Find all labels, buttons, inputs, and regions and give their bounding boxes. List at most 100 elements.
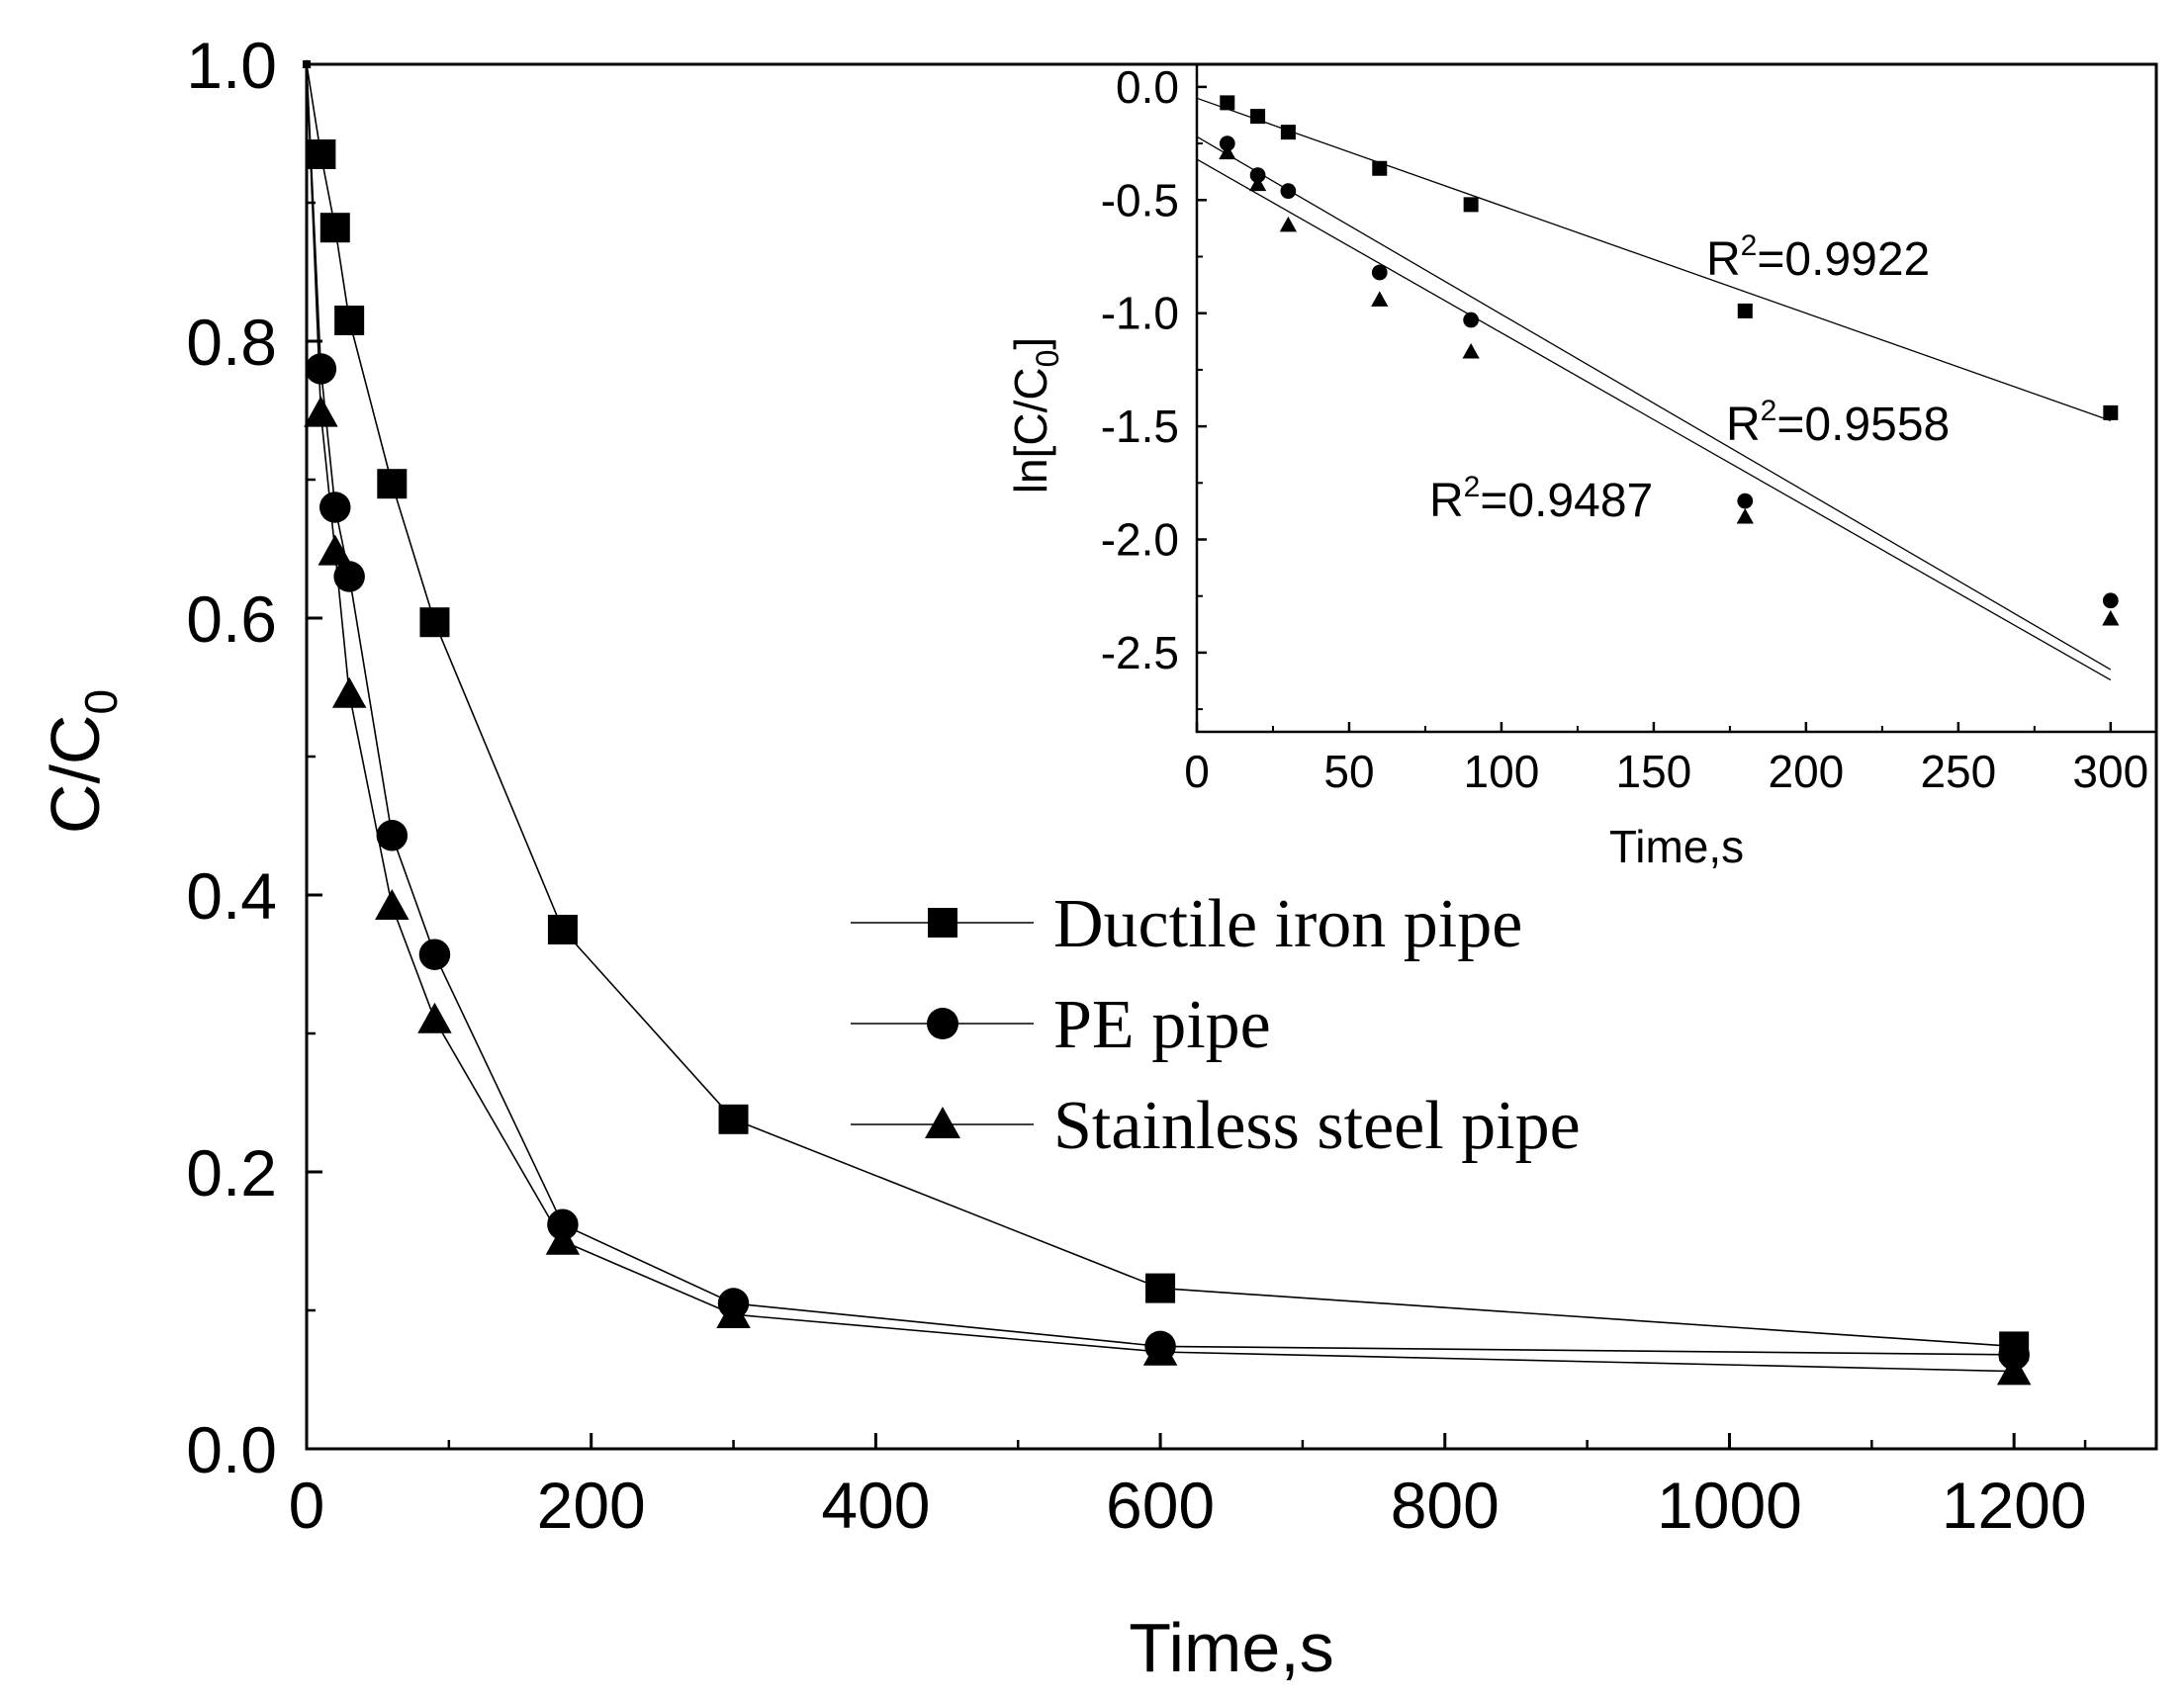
inset-y-tick-label: -2.5 [1101,627,1179,678]
inset-x-tick-label: 100 [1464,746,1540,797]
inset-point-pe-pipe [1737,492,1754,509]
inset-series-markers [1219,95,2120,626]
inset-point-ductile-iron-pipe [1737,303,1753,318]
r2-annotation-pe: R2=0.9558 [1726,395,1950,451]
main-x-tick-label: 400 [821,1469,930,1542]
main-chart: 0 200 400 600 800 1000 12000.00.20.40.60.81.0 … [37,29,2158,1686]
inset-x-tick-label: 150 [1616,746,1692,797]
inset-point-stainless-steel-pipe [2102,609,2120,626]
main-y-tick-label: 0.0 [186,1413,277,1486]
inset-point-pe-pipe [1371,264,1388,281]
inset-x-tick-label: 300 [2072,746,2148,797]
point-stainless-steel-pipe [304,396,338,427]
line-stainless-steel-pipe [306,63,2015,1373]
main-y-axis-label-main: C/C [37,715,114,835]
main-y-tick-label: 0.6 [186,582,277,656]
point-stainless-steel-pipe [417,1002,452,1033]
point-ductile-iron-pipe [419,607,450,638]
inset-point-ductile-iron-pipe [1250,109,1266,125]
inset-fit-lines [1196,97,2112,681]
inset-x-tick-label: 0 [1184,746,1210,797]
inset-x-tick-label: 200 [1768,746,1844,797]
legend-label-stainless: Stainless steel pipe [1053,1088,1581,1164]
inset-plot-frame [1195,62,2158,734]
inset-point-stainless-steel-pipe [1462,342,1480,359]
main-x-tick-label: 600 [1106,1469,1215,1542]
line-pe-pipe [306,63,2015,1356]
inset-y-tick-label: -2.0 [1101,514,1179,566]
r2-pe-base: R [1726,399,1761,451]
inset-axis-ticks: 0 50 100 150 200 250 300 0.0 -0.5 -1.0 -1.5 -2.0 -2.… [1101,61,2148,797]
legend-square-marker [928,908,957,938]
main-x-tick-label: 200 [537,1469,646,1542]
main-y-tick-label: 0.4 [186,859,277,933]
inset-point-pe-pipe [2102,592,2119,609]
fit-line-stainless-steel-pipe [1196,158,2112,681]
inset-point-ductile-iron-pipe [1372,160,1388,176]
inset-y-tick-label: -0.5 [1101,174,1179,225]
main-x-tick-label: 1000 [1657,1469,1802,1542]
inset-point-stainless-steel-pipe [1736,508,1754,524]
inset-y-axis-label-sub: 0 [1030,350,1065,368]
main-x-tick-label: 0 [289,1469,325,1542]
main-series-lines [306,63,2015,1373]
inset-x-tick-label: 50 [1323,746,1374,797]
inset-y-axis-label-main: ln[C/C [1005,367,1056,493]
point-stainless-steel-pipe [331,676,367,708]
legend: Ductile iron pipe PE pipe Stainless stee… [851,886,1581,1164]
legend-label-pe: PE pipe [1053,987,1271,1063]
inset-y-tick-label: -1.0 [1101,288,1179,339]
legend-triangle-marker [925,1107,960,1138]
point-pe-pipe [333,561,365,592]
point-pe-pipe [305,353,337,385]
fit-line-ductile-iron-pipe [1196,97,2112,421]
r2-stainless-sup: 2 [1464,471,1481,503]
point-stainless-steel-pipe [1996,1354,2032,1386]
r2-annotation-stainless: R2=0.9487 [1429,471,1653,527]
inset-chart: 0 50 100 150 200 250 300 0.0 -0.5 -1.0 -1.5 -2.0 -2.… [1005,61,2158,872]
r2-stainless-value: =0.9487 [1480,475,1653,527]
point-stainless-steel-pipe [375,888,410,920]
inset-y-tick-label: 0.0 [1116,61,1179,113]
main-y-axis-label-sub: 0 [75,689,127,715]
r2-ductile-base: R [1706,233,1741,286]
r2-ductile-value: =0.9922 [1757,233,1930,286]
inset-y-axis-label: ln[C/C0] [1005,337,1065,493]
inset-y-tick-label: -1.5 [1101,401,1179,452]
point-pe-pipe [376,820,409,851]
point-pe-pipe [418,939,451,970]
main-y-tick-label: 0.2 [186,1136,277,1209]
point-ductile-iron-pipe [718,1104,749,1134]
inset-point-stainless-steel-pipe [1219,143,1236,160]
point-stainless-steel-pipe [318,534,353,566]
r2-pe-value: =0.9558 [1776,399,1950,451]
inset-point-stainless-steel-pipe [1279,216,1298,232]
r2-stainless-base: R [1429,475,1464,527]
r2-annotation-ductile: R2=0.9922 [1706,229,1930,286]
point-stainless-steel-pipe [1142,1334,1178,1366]
line-ductile-iron-pipe [306,63,2015,1348]
inset-point-stainless-steel-pipe [1248,175,1267,192]
inset-point-pe-pipe [1280,183,1297,200]
main-x-axis-label: Time,s [1129,1609,1333,1686]
point-pe-pipe [319,492,351,523]
fit-line-pe-pipe [1196,135,2112,671]
main-y-axis-label: C/C0 [37,689,127,834]
point-ductile-iron-pipe [377,469,408,499]
inset-point-ductile-iron-pipe [1463,197,1479,213]
inset-point-ductile-iron-pipe [1220,95,1235,111]
point-ductile-iron-pipe [547,915,578,944]
main-x-tick-label: 800 [1391,1469,1500,1542]
inset-point-pe-pipe [1463,312,1480,328]
r2-pe-sup: 2 [1761,395,1777,427]
point-ductile-iron-pipe [1145,1273,1176,1303]
legend-label-ductile: Ductile iron pipe [1053,886,1522,962]
inset-y-axis-label-close: ] [1005,337,1056,350]
point-ductile-iron-pipe [319,213,350,243]
inset-point-ductile-iron-pipe [1280,125,1296,140]
point-stainless-steel-pipe [716,1297,751,1328]
point-stainless-steel-pipe [545,1223,581,1255]
inset-point-ductile-iron-pipe [2103,404,2119,420]
